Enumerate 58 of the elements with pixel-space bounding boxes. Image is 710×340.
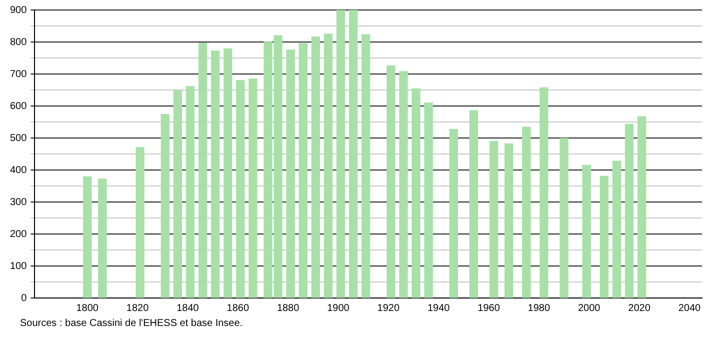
y-tick-label: 500 bbox=[10, 132, 28, 144]
x-tick-label: 1800 bbox=[76, 302, 99, 314]
bar bbox=[298, 42, 308, 298]
bar bbox=[248, 78, 258, 298]
x-tick-label: 2020 bbox=[628, 302, 651, 314]
y-tick-label: 600 bbox=[10, 100, 28, 112]
y-tick-label: 800 bbox=[10, 36, 28, 48]
bar bbox=[600, 176, 608, 298]
bar bbox=[98, 178, 107, 298]
bar bbox=[286, 50, 295, 298]
x-tick-label: 1880 bbox=[276, 302, 300, 314]
bar bbox=[522, 126, 531, 298]
bar bbox=[362, 34, 370, 298]
y-tick-label: 700 bbox=[10, 68, 28, 80]
bar bbox=[324, 34, 333, 298]
bar bbox=[311, 36, 320, 298]
x-tick-label: 1920 bbox=[377, 302, 400, 314]
y-tick-label: 400 bbox=[10, 164, 28, 176]
bar bbox=[336, 10, 346, 298]
bar bbox=[186, 86, 195, 298]
bar bbox=[582, 164, 591, 298]
x-tick-label: 1900 bbox=[327, 302, 350, 314]
bar bbox=[348, 10, 358, 298]
x-tick-label: 1840 bbox=[176, 302, 200, 314]
bar bbox=[198, 42, 208, 298]
bar bbox=[624, 124, 634, 298]
bar bbox=[210, 50, 220, 298]
y-tick-label: 0 bbox=[21, 292, 28, 304]
bar bbox=[83, 176, 92, 298]
bar bbox=[504, 143, 514, 298]
x-tick-label: 1980 bbox=[528, 302, 550, 314]
y-tick-label: 100 bbox=[10, 260, 28, 272]
bar bbox=[540, 87, 548, 298]
x-tick-label: 2040 bbox=[678, 302, 702, 314]
bar bbox=[449, 129, 458, 298]
bar bbox=[173, 90, 182, 298]
bar bbox=[489, 140, 498, 298]
bar bbox=[412, 88, 420, 298]
bar bbox=[637, 116, 646, 298]
x-tick-label: 1860 bbox=[226, 302, 250, 314]
bar bbox=[612, 160, 622, 298]
bar bbox=[399, 71, 408, 298]
bar bbox=[160, 114, 170, 298]
x-tick-label: 1820 bbox=[126, 302, 150, 314]
bar bbox=[469, 110, 478, 298]
bar bbox=[236, 80, 245, 298]
bar bbox=[136, 146, 144, 298]
y-tick-label: 900 bbox=[10, 4, 28, 16]
source-note: Sources : base Cassini de l'EHESS et base Insee. bbox=[19, 318, 244, 329]
bar bbox=[424, 102, 433, 298]
x-tick-label: 2000 bbox=[578, 302, 601, 314]
bar bbox=[386, 65, 396, 298]
y-tick-label: 300 bbox=[10, 196, 28, 208]
x-tick-label: 1960 bbox=[478, 302, 500, 314]
x-tick-label: 1940 bbox=[427, 302, 450, 314]
bar bbox=[224, 48, 232, 298]
y-tick-label: 200 bbox=[10, 228, 28, 240]
bar bbox=[560, 138, 568, 298]
